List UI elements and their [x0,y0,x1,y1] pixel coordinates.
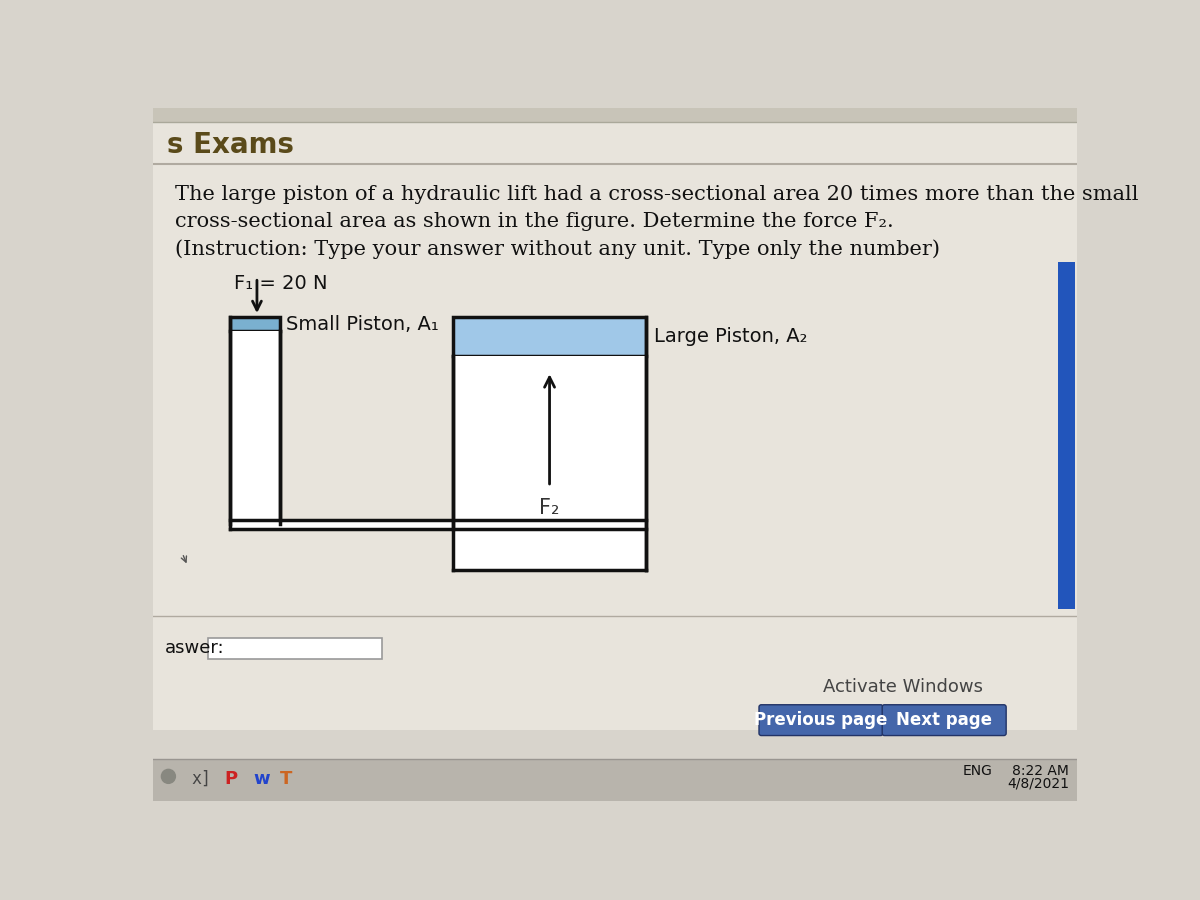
Text: aswer:: aswer: [164,639,224,657]
Text: 4/8/2021: 4/8/2021 [1007,777,1069,790]
Text: s Exams: s Exams [167,131,294,159]
Bar [230,520,646,529]
Text: ENG: ENG [962,764,992,778]
Text: P: P [224,770,238,788]
Text: 8:22 AM: 8:22 AM [1013,764,1069,778]
Text: w: w [253,770,270,788]
Text: Next page: Next page [895,711,991,729]
Text: Small Piston, A₁: Small Piston, A₁ [287,315,439,334]
Bar [154,108,1078,122]
Text: Activate Windows: Activate Windows [823,678,983,696]
FancyBboxPatch shape [882,705,1006,735]
Text: F₁ = 20 N: F₁ = 20 N [234,274,328,292]
Bar [230,331,280,524]
Text: F₂: F₂ [539,499,559,518]
Text: Large Piston, A₂: Large Piston, A₂ [654,328,808,346]
Text: Previous page: Previous page [754,711,887,729]
Text: cross-sectional area as shown in the figure. Determine the force F₂.: cross-sectional area as shown in the fig… [174,212,893,231]
Bar [1057,262,1075,608]
Circle shape [161,769,176,784]
Bar [454,318,646,356]
Bar [154,122,1078,164]
Text: (Instruction: Type your answer without any unit. Type only the number): (Instruction: Type your answer without a… [174,238,940,258]
Text: T: T [280,770,293,788]
FancyBboxPatch shape [758,705,883,735]
Text: The large piston of a hydraulic lift had a cross-sectional area 20 times more th: The large piston of a hydraulic lift had… [174,185,1138,204]
Text: x]: x] [192,770,211,788]
Bar [154,759,1078,801]
Bar [230,318,280,331]
Bar [454,356,646,570]
FancyBboxPatch shape [209,638,382,660]
Bar [154,164,1078,730]
Bar [230,520,280,524]
